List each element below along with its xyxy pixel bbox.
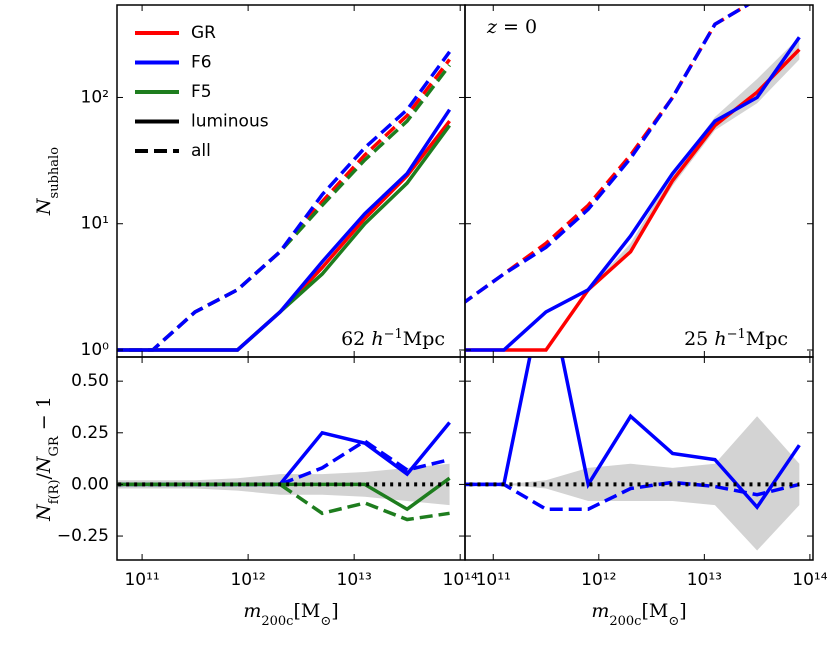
series-line <box>465 5 751 304</box>
annotation: 25 h−1Mpc <box>684 327 788 351</box>
text-part: ] <box>331 600 338 622</box>
legend-label: F5 <box>191 82 212 102</box>
text-part: Mpc <box>403 328 445 350</box>
plot-area <box>117 50 452 352</box>
series-line <box>465 48 801 352</box>
text-part: 200c <box>261 614 293 629</box>
text-part: subhalo <box>47 147 62 199</box>
text-part: GR <box>47 435 62 456</box>
text-part: f(R) <box>47 479 62 504</box>
x-axis-label: m200c[M⊙] <box>591 600 686 629</box>
y-tick-label: 10⁰ <box>81 340 110 360</box>
text-part: − 1 <box>33 396 55 436</box>
x-tick-label: 10¹¹ <box>476 570 511 590</box>
x-tick-label: 10¹³ <box>687 570 722 590</box>
series-line <box>117 58 451 352</box>
scatter-band <box>465 37 800 350</box>
series-line <box>117 482 450 522</box>
legend-label: luminous <box>191 112 269 132</box>
panel-frame <box>464 356 814 561</box>
series-line <box>465 480 800 511</box>
text-part: −1 <box>727 327 746 342</box>
text-part: ] <box>679 600 686 622</box>
text-part: −1 <box>384 327 403 342</box>
legend-label: F6 <box>191 53 212 73</box>
x-axis-label: m200c[M⊙] <box>243 600 338 629</box>
series-line <box>117 50 451 352</box>
x-tick-label: 10¹² <box>581 570 616 590</box>
text-part: Mpc <box>746 328 788 350</box>
y-axis-label: Nsubhalo <box>33 147 62 216</box>
y-tick-label: 0.50 <box>71 371 109 391</box>
text-part: 25 <box>684 328 714 350</box>
text-part: / <box>33 472 55 479</box>
legend-label: GR <box>191 23 216 43</box>
text-part: 62 <box>341 328 371 350</box>
x-tick-label: 10¹¹ <box>124 570 159 590</box>
x-tick-label: 10¹⁴ <box>443 570 478 590</box>
text-part: m <box>243 600 261 622</box>
text-part: [M <box>293 600 320 622</box>
x-tick-label: 10¹³ <box>337 570 372 590</box>
panel-frame <box>116 356 466 561</box>
text-part: h <box>371 328 383 350</box>
text-part: ⊙ <box>668 614 679 629</box>
text-part: m <box>591 600 609 622</box>
text-part: z <box>486 16 498 38</box>
y-tick-label: −0.25 <box>57 526 109 546</box>
text-part: [M <box>641 600 668 622</box>
series-line <box>117 64 451 352</box>
series-line <box>117 108 452 352</box>
series-line <box>117 120 451 352</box>
text-part: 200c <box>609 614 641 629</box>
annotation: z = 0 <box>486 16 537 38</box>
plot-area <box>465 5 801 352</box>
y-tick-label: 10² <box>81 87 109 107</box>
text-part: N <box>33 455 55 474</box>
x-tick-label: 10¹² <box>230 570 265 590</box>
y-axis-label: Nf(R)/NGR − 1 <box>33 396 62 522</box>
series-line <box>465 5 751 304</box>
legend-label: all <box>191 141 211 161</box>
x-tick-label: 10¹⁴ <box>792 570 827 590</box>
series-line <box>117 124 451 352</box>
plot-area <box>465 357 801 551</box>
y-tick-label: 0.25 <box>71 423 109 443</box>
text-part: h <box>714 328 726 350</box>
annotation: 62 h−1Mpc <box>341 327 445 351</box>
y-tick-label: 10¹ <box>81 214 109 234</box>
y-tick-label: 0.00 <box>71 474 109 494</box>
plot-area <box>117 421 451 522</box>
series-line <box>465 36 801 352</box>
text-part: N <box>33 503 55 522</box>
panel-frame <box>464 4 814 358</box>
text-part: ⊙ <box>320 614 331 629</box>
text-part: = 0 <box>497 16 537 38</box>
text-part: N <box>33 197 55 216</box>
